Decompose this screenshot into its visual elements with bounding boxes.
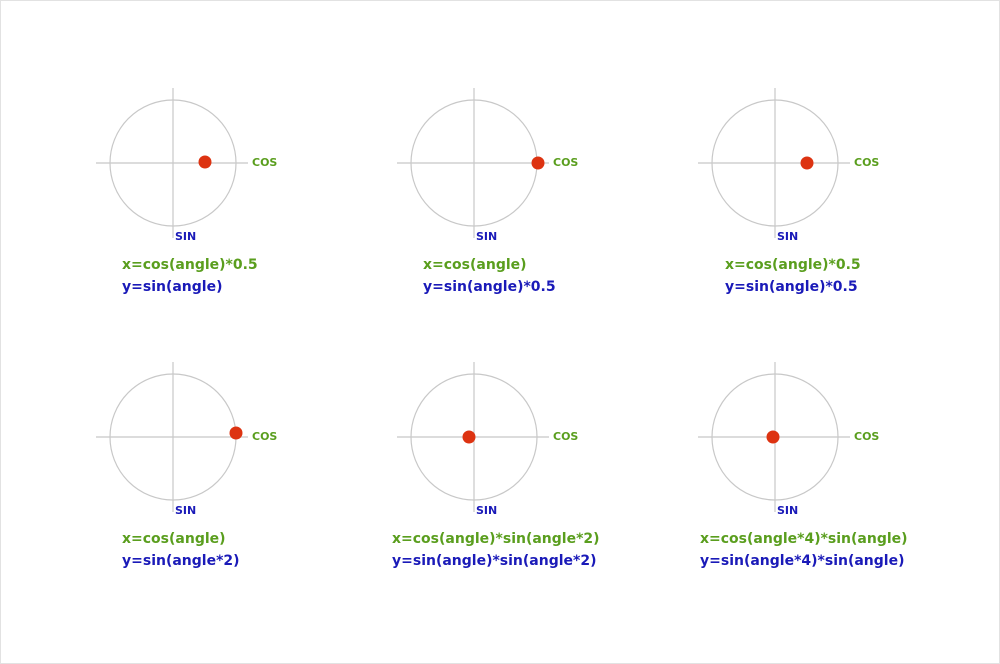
cos-label: COS [553,156,578,169]
y-formula: y=sin(angle)*0.5 [725,279,858,295]
x-formula: x=cos(angle)*sin(angle*2) [392,531,600,547]
sin-label: SIN [476,504,497,517]
dot [462,430,476,444]
sin-label: SIN [777,230,798,243]
x-formula: x=cos(angle) [423,257,527,273]
sin-label: SIN [476,230,497,243]
cos-label: COS [252,156,277,169]
x-formula: x=cos(angle*4)*sin(angle) [700,531,908,547]
y-formula: y=sin(angle)*sin(angle*2) [392,553,597,569]
sin-label: SIN [175,504,196,517]
x-formula: x=cos(angle) [122,531,226,547]
cos-label: COS [553,430,578,443]
y-formula: y=sin(angle)*0.5 [423,279,556,295]
y-formula: y=sin(angle*2) [122,553,240,569]
y-formula: y=sin(angle) [122,279,222,295]
y-formula: y=sin(angle*4)*sin(angle) [700,553,905,569]
x-formula: x=cos(angle)*0.5 [725,257,861,273]
sin-label: SIN [175,230,196,243]
dot [800,156,814,170]
dot [531,156,545,170]
cos-label: COS [854,156,879,169]
cos-label: COS [854,430,879,443]
sin-label: SIN [777,504,798,517]
x-formula: x=cos(angle)*0.5 [122,257,258,273]
cos-label: COS [252,430,277,443]
dot [766,430,780,444]
dot [198,155,212,169]
dot [229,426,243,440]
